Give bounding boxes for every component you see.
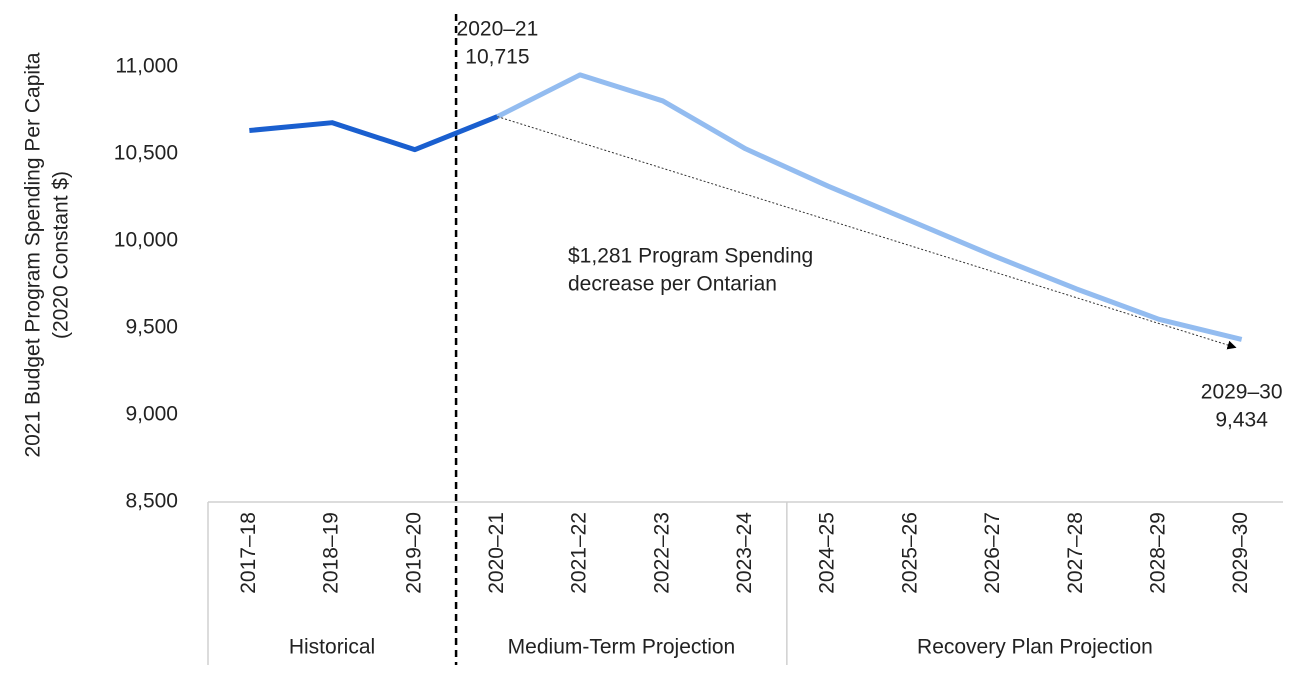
x-tick-label: 2021–22 xyxy=(568,512,591,594)
x-tick-label: 2029–30 xyxy=(1229,512,1252,594)
x-tick-label: 2020–21 xyxy=(485,512,508,594)
group-label: Medium-Term Projection xyxy=(508,636,736,659)
series-line xyxy=(496,72,1243,342)
annotation: 9,434 xyxy=(1215,409,1268,432)
x-tick-label: 2026–27 xyxy=(981,512,1004,594)
trend-arrow xyxy=(497,116,1237,350)
series-line xyxy=(249,114,499,153)
annotation: 2029–30 xyxy=(1201,381,1283,404)
annotation: 10,715 xyxy=(465,46,529,69)
x-tick-label: 2024–25 xyxy=(816,512,839,594)
y-tick-label: 10,000 xyxy=(114,229,178,252)
x-tick-label: 2017–18 xyxy=(237,512,260,594)
x-tick-label: 2023–24 xyxy=(733,512,756,594)
y-tick-label: 11,000 xyxy=(115,55,178,78)
y-tick-label: 9,000 xyxy=(125,403,178,426)
y-tick-label: 10,500 xyxy=(114,142,178,165)
annotation: decrease per Ontarian xyxy=(568,273,777,296)
x-tick-label: 2025–26 xyxy=(898,512,921,594)
y-axis-label: 2021 Budget Program Spending Per Capita xyxy=(22,52,45,457)
group-label: Recovery Plan Projection xyxy=(917,636,1153,659)
y-tick-label: 8,500 xyxy=(125,490,178,513)
x-tick-label: 2027–28 xyxy=(1064,512,1087,594)
group-label: Historical xyxy=(289,636,375,659)
x-tick-label: 2028–29 xyxy=(1147,512,1170,594)
x-tick-label: 2022–23 xyxy=(650,512,673,594)
y-tick-label: 9,500 xyxy=(125,316,178,339)
y-axis-label: (2020 Constant $) xyxy=(50,171,73,339)
annotation: 2020–21 xyxy=(457,18,539,41)
x-tick-label: 2018–19 xyxy=(320,512,343,594)
x-tick-label: 2019–20 xyxy=(402,512,425,594)
annotation: $1,281 Program Spending xyxy=(568,245,813,268)
